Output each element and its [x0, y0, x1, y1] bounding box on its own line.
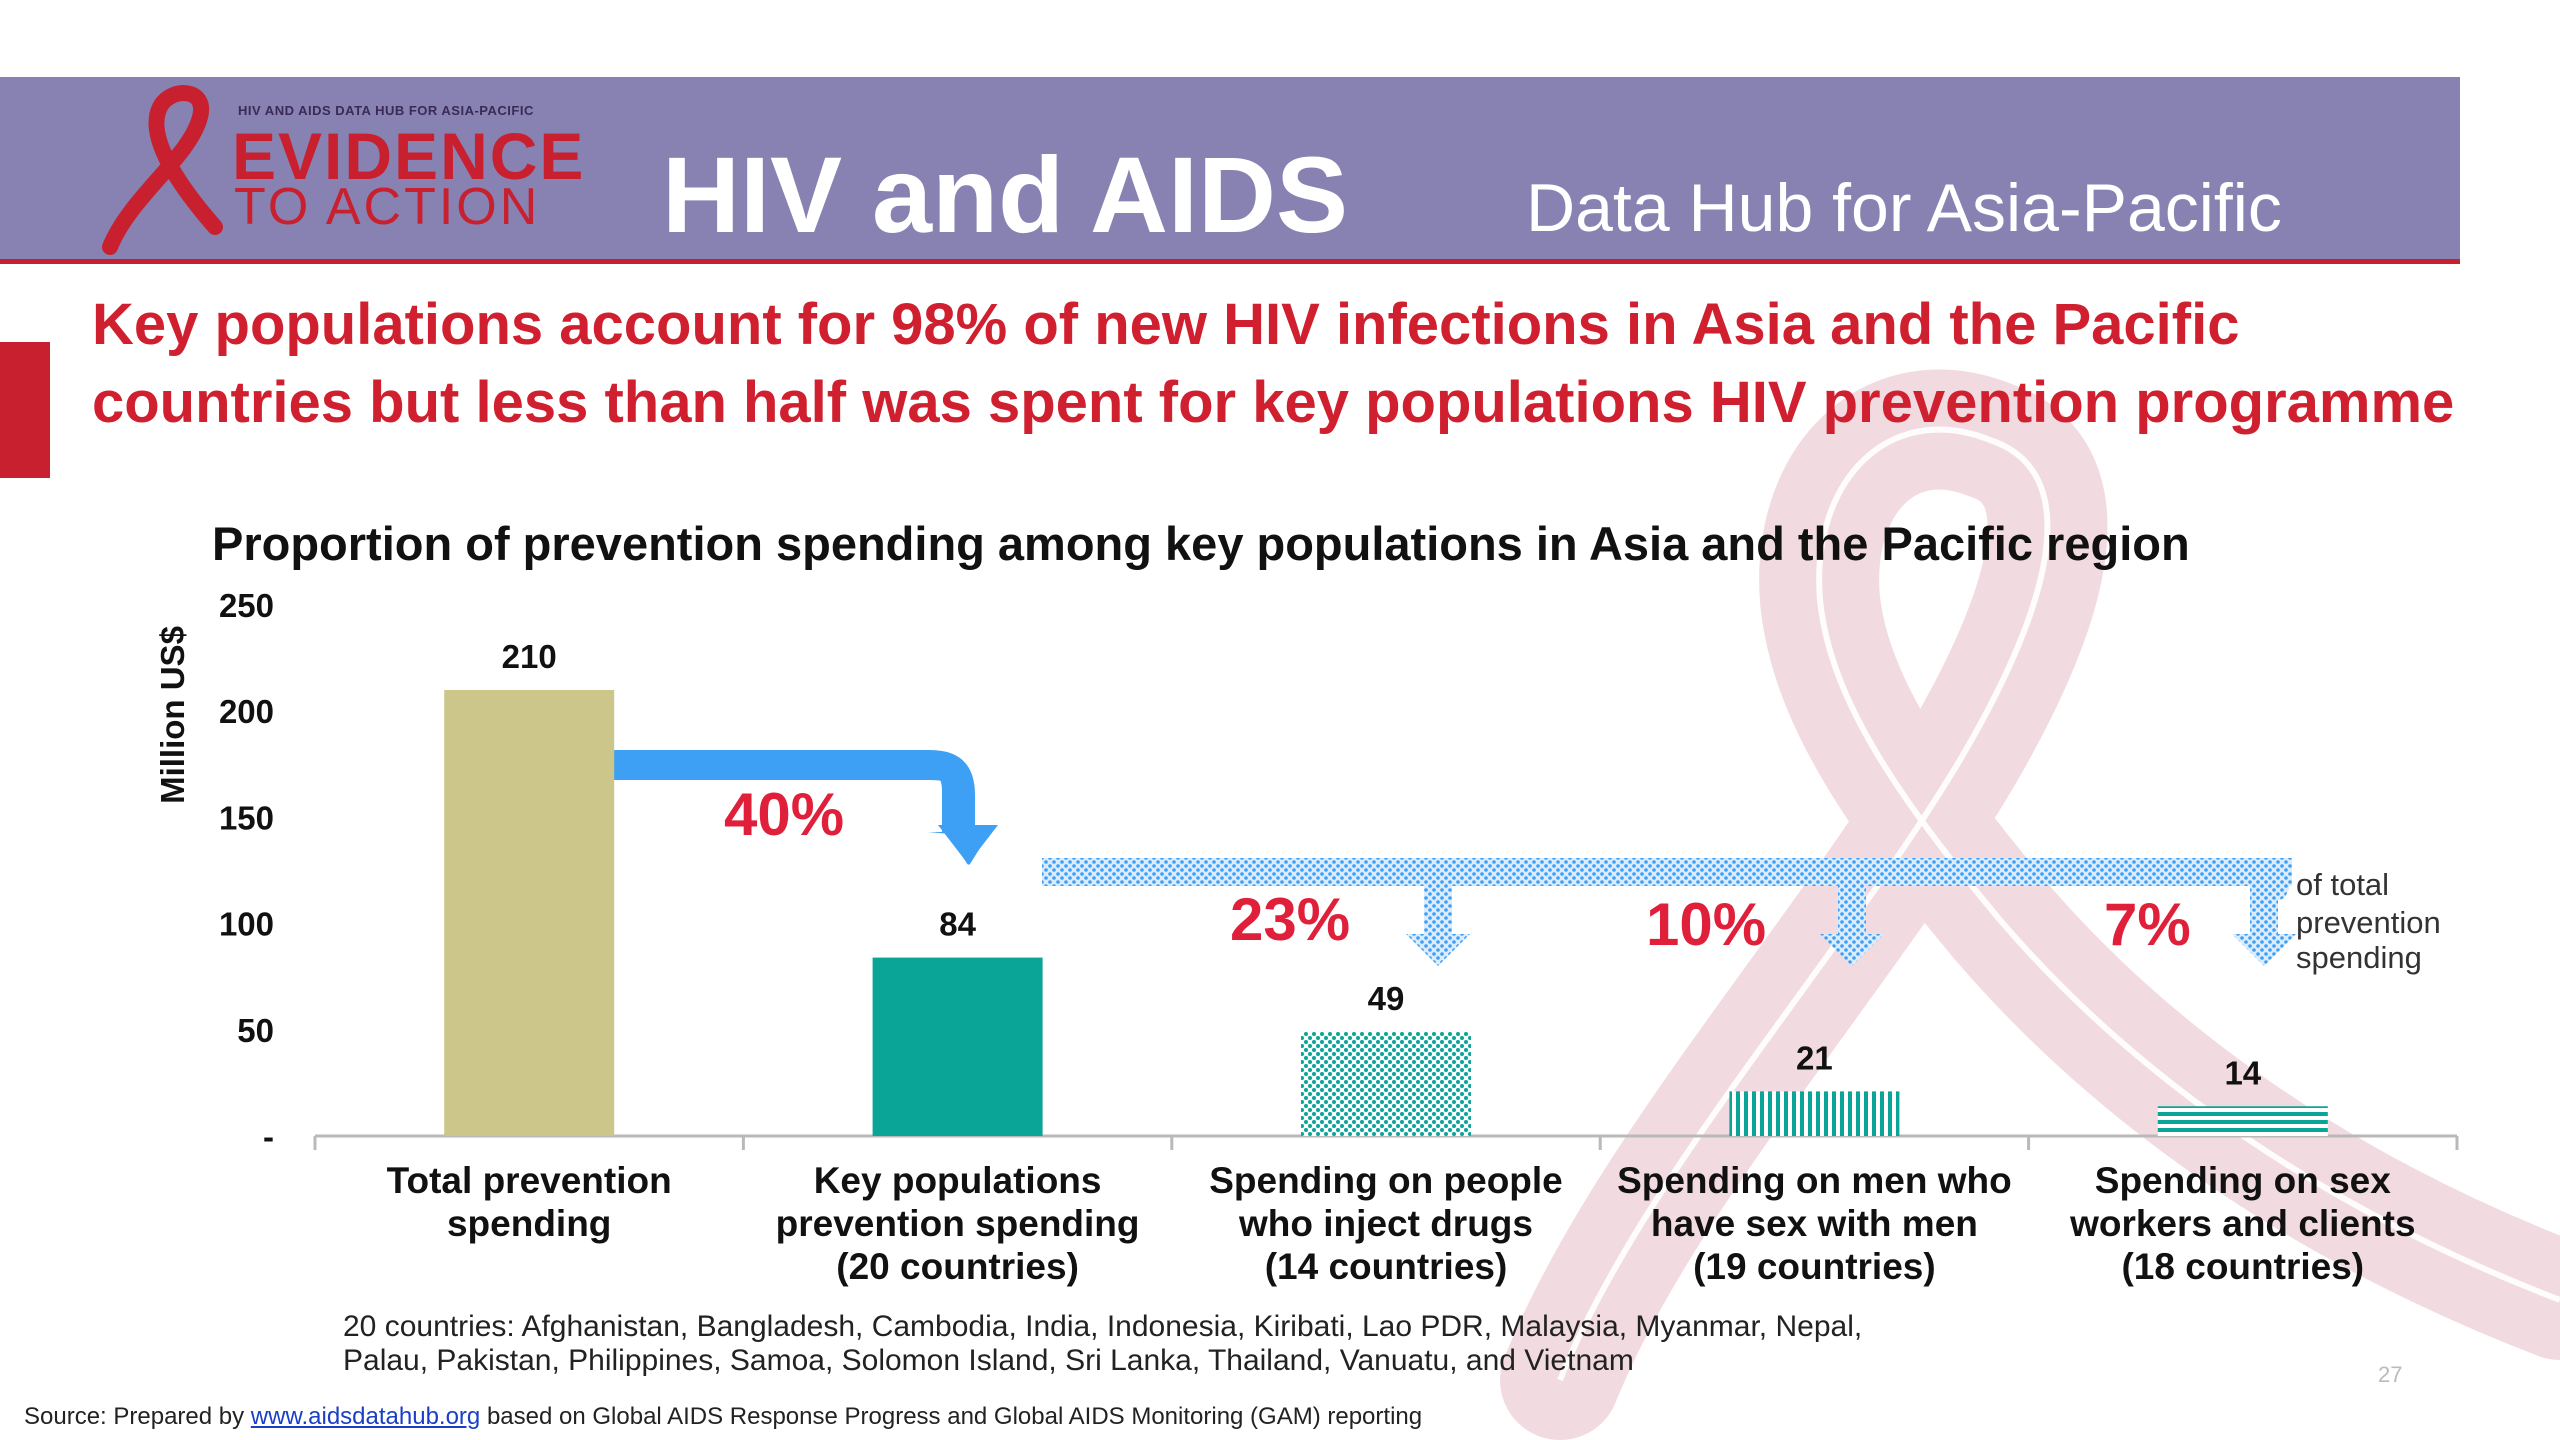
x-category-label: Key populations [814, 1160, 1102, 1201]
msm-share-label: 10% [1646, 891, 1766, 958]
aids-ribbon-icon [102, 85, 223, 255]
y-tick-label: 50 [237, 1012, 274, 1049]
share-note-line: prevention [2296, 905, 2441, 940]
bar-value-label: 210 [502, 638, 557, 675]
forty-percent-arrow [612, 750, 998, 865]
x-category-label: prevention spending [776, 1203, 1140, 1244]
y-tick-label: 150 [219, 799, 274, 836]
logo-to-action-text: TO ACTION [234, 178, 541, 236]
bars [444, 689, 2328, 1136]
y-axis-label: Million US$ [154, 626, 191, 804]
bar [444, 689, 615, 1136]
x-category-label: spending [447, 1203, 611, 1244]
bar [1301, 1031, 1471, 1136]
bar-value-label: 14 [2224, 1054, 2261, 1091]
bar [1729, 1091, 1900, 1136]
y-axis-ticks: - 50 100 150 200 250 [219, 587, 274, 1155]
source-suffix: based on Global AIDS Response Progress a… [480, 1403, 1423, 1430]
data-labels: 210 84 49 21 14 [502, 638, 2262, 1091]
countries-footnote: 20 countries: Afghanistan, Bangladesh, C… [343, 1310, 2143, 1378]
share-note-line: spending [2296, 940, 2422, 975]
x-category-label: (20 countries) [836, 1246, 1079, 1287]
red-side-tab [0, 342, 50, 478]
bar [872, 957, 1043, 1136]
chart-title: Proportion of prevention spending among … [212, 517, 2190, 570]
slide-number: 27 [2378, 1362, 2403, 1387]
x-category-label: Spending on people [1209, 1160, 1563, 1201]
countries-footnote-line: 20 countries: Afghanistan, Bangladesh, C… [343, 1310, 1863, 1343]
evidence-to-action-logo: HIV AND AIDS DATA HUB FOR ASIA-PACIFIC E… [40, 77, 600, 259]
countries-footnote-line: Palau, Pakistan, Philippines, Samoa, Sol… [343, 1344, 1634, 1377]
bar-value-label: 49 [1368, 980, 1405, 1017]
source-note: Source: Prepared by www.aidsdatahub.org … [24, 1403, 1422, 1431]
y-tick-label: 250 [219, 587, 274, 624]
key-populations-share-label: 40% [724, 781, 844, 848]
logo-top-text: HIV AND AIDS DATA HUB FOR ASIA-PACIFIC [238, 103, 534, 118]
y-tick-label: 200 [219, 693, 274, 730]
header-banner: HIV AND AIDS DATA HUB FOR ASIA-PACIFIC E… [0, 77, 2460, 264]
aidsdatahub-link[interactable]: www.aidsdatahub.org [250, 1403, 481, 1430]
x-category-label: (14 countries) [1265, 1246, 1508, 1287]
bar-value-label: 21 [1796, 1039, 1833, 1076]
x-category-label: Spending on sex [2095, 1160, 2391, 1201]
header-subtitle: Data Hub for Asia-Pacific [1526, 170, 2282, 246]
y-tick-label: 100 [219, 906, 274, 943]
source-prefix: Source: Prepared by [24, 1403, 251, 1430]
y-tick-label: - [263, 1118, 274, 1155]
bar-value-label: 84 [939, 906, 976, 943]
x-category-label: (19 countries) [1693, 1246, 1936, 1287]
sex-worker-share-label: 7% [2104, 891, 2191, 958]
x-axis-tick-marks [313, 1136, 2459, 1150]
bar [2157, 1106, 2328, 1136]
share-note-line: of total [2296, 867, 2389, 902]
x-category-label: workers and clients [2069, 1203, 2415, 1244]
x-category-label: have sex with men [1651, 1203, 1978, 1244]
slide-headline: Key populations account for 98% of new H… [92, 292, 2455, 435]
x-category-label: Total prevention [387, 1160, 672, 1201]
x-category-label: Spending on men who [1617, 1160, 2012, 1201]
x-category-label: (18 countries) [2121, 1246, 2364, 1287]
distribution-arrow [1042, 858, 2296, 966]
header-title: HIV and AIDS [662, 134, 1349, 255]
pwid-share-label: 23% [1230, 886, 1350, 953]
x-category-label: who inject drugs [1238, 1203, 1533, 1244]
logo-evidence-text: EVIDENCE [232, 119, 586, 193]
share-note: of total prevention spending [2296, 867, 2441, 975]
